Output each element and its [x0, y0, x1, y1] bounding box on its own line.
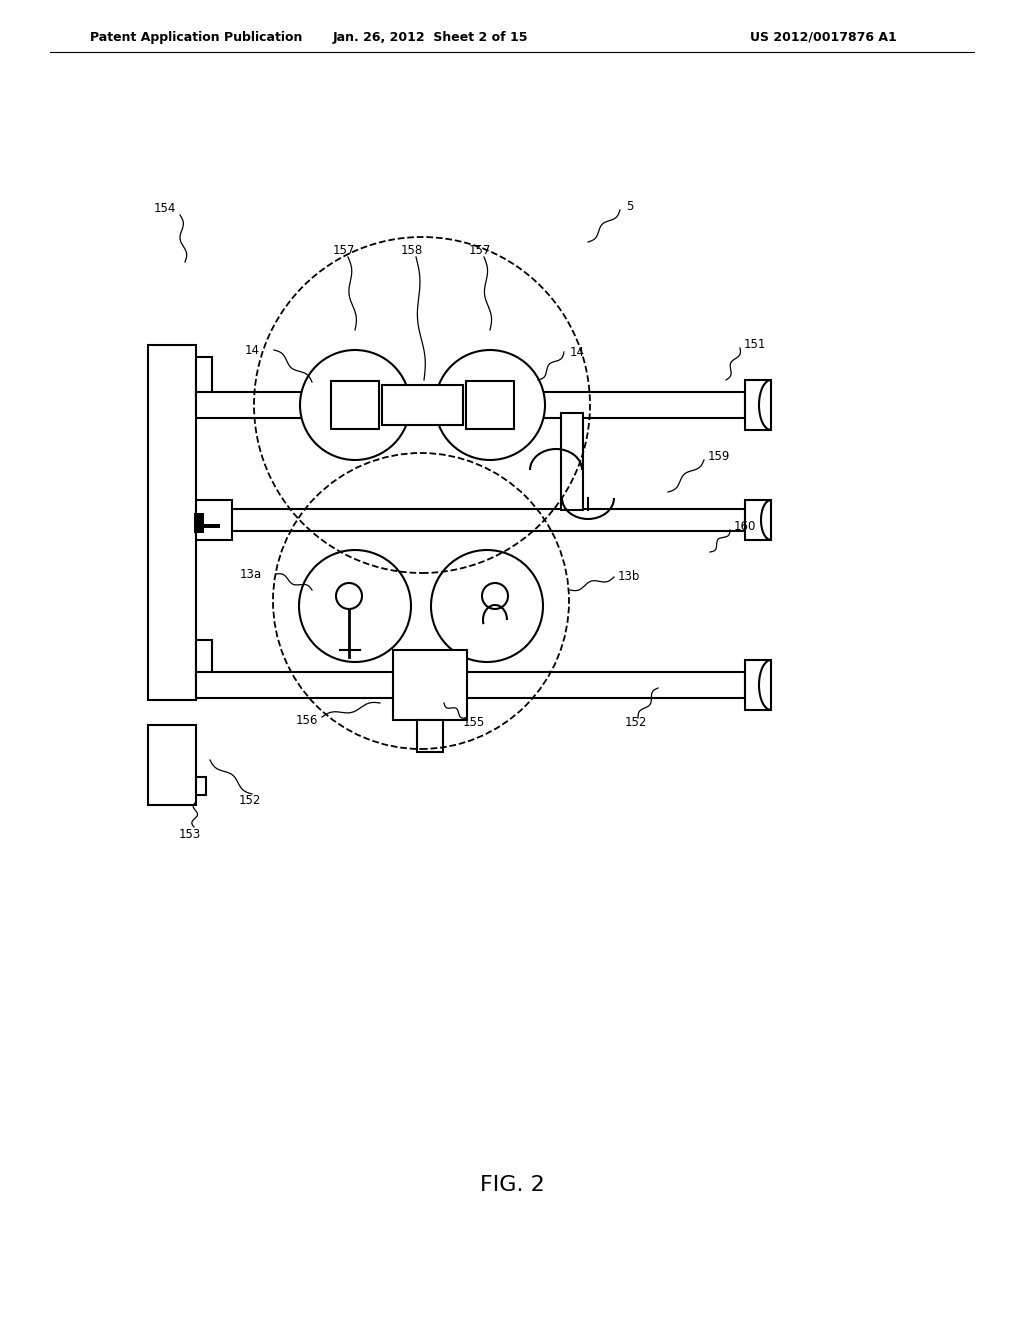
- Text: 156: 156: [296, 714, 318, 727]
- Bar: [561, 413, 583, 510]
- Text: 158: 158: [400, 243, 423, 256]
- Bar: [745, 500, 771, 540]
- Bar: [196, 356, 212, 395]
- Circle shape: [435, 350, 545, 459]
- Text: 157: 157: [469, 243, 492, 256]
- Text: 159: 159: [708, 450, 730, 463]
- Bar: [196, 640, 212, 678]
- Text: 153: 153: [179, 828, 201, 841]
- Bar: [745, 380, 771, 430]
- Text: FIG. 2: FIG. 2: [479, 1175, 545, 1195]
- Text: 13a: 13a: [240, 568, 262, 581]
- Text: 14: 14: [245, 343, 260, 356]
- Circle shape: [336, 583, 362, 609]
- Bar: [196, 392, 745, 418]
- Bar: [148, 345, 196, 700]
- Circle shape: [300, 350, 410, 459]
- Bar: [382, 385, 463, 425]
- Bar: [196, 672, 745, 698]
- Bar: [331, 381, 379, 429]
- Bar: [196, 500, 232, 540]
- Bar: [393, 649, 467, 719]
- Text: US 2012/0017876 A1: US 2012/0017876 A1: [750, 30, 897, 44]
- Bar: [196, 777, 206, 795]
- Text: 157: 157: [333, 243, 355, 256]
- Bar: [226, 510, 745, 531]
- Text: 151: 151: [744, 338, 766, 351]
- Circle shape: [482, 583, 508, 609]
- Circle shape: [299, 550, 411, 663]
- Text: Patent Application Publication: Patent Application Publication: [90, 30, 302, 44]
- Text: 152: 152: [625, 715, 647, 729]
- Text: 160: 160: [734, 520, 757, 533]
- Bar: [194, 513, 204, 533]
- Bar: [745, 660, 771, 710]
- Bar: [148, 725, 196, 805]
- Circle shape: [431, 550, 543, 663]
- Text: Jan. 26, 2012  Sheet 2 of 15: Jan. 26, 2012 Sheet 2 of 15: [332, 30, 527, 44]
- Text: 152: 152: [239, 793, 261, 807]
- Bar: [200, 524, 220, 528]
- Text: 155: 155: [463, 715, 485, 729]
- Text: 13b: 13b: [618, 569, 640, 582]
- Text: 14: 14: [570, 346, 585, 359]
- Bar: [466, 381, 514, 429]
- Text: 5: 5: [626, 201, 634, 214]
- Text: 154: 154: [154, 202, 176, 214]
- Bar: [417, 719, 443, 752]
